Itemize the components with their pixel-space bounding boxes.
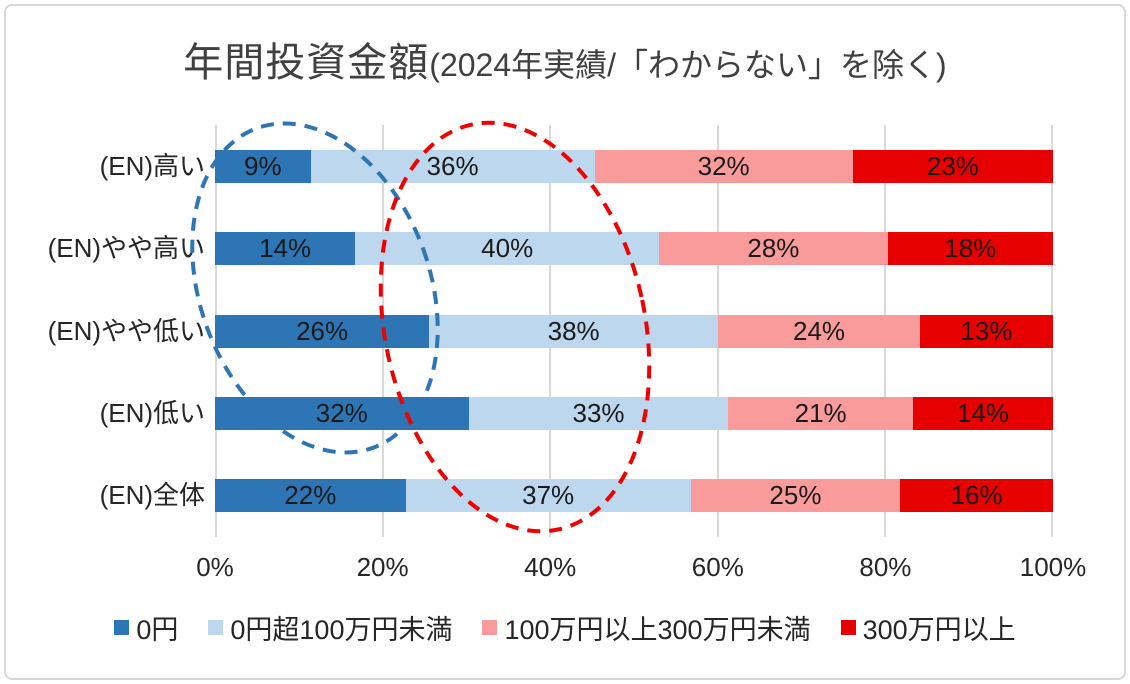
bar-value-label: 26% — [296, 315, 349, 346]
bar-value-label: 37% — [522, 480, 575, 511]
bar-value-label: 18% — [944, 233, 997, 264]
legend-item: 300万円以上 — [840, 608, 1016, 647]
x-tick-label: 40% — [524, 552, 577, 582]
bar-segment: 33% — [468, 396, 729, 430]
legend-swatch-icon — [840, 620, 856, 635]
bar-value-label: 14% — [259, 233, 312, 264]
x-tick-label: 20% — [356, 552, 409, 582]
bar-segment: 37% — [405, 479, 691, 513]
legend-swatch-icon — [114, 620, 130, 635]
category-label: (EN)全体 — [99, 480, 205, 511]
bar-segment: 40% — [355, 232, 660, 266]
bar-value-label: 23% — [926, 150, 979, 181]
bar-value-label: 21% — [794, 397, 847, 428]
bar-value-label: 24% — [793, 315, 846, 346]
bar-segment: 36% — [310, 149, 595, 183]
bar-row: 14% 40% 28% 18% — [215, 232, 1053, 266]
x-tick-label: 60% — [691, 552, 744, 582]
bar-row: 32% 33% 21% 14% — [215, 396, 1054, 430]
legend: 0円 0円超100万円未満 100万円以上300万円未満 300万円以上 — [0, 608, 1130, 647]
bar-value-label: 33% — [572, 397, 625, 428]
legend-label: 0円超100万円未満 — [230, 615, 453, 645]
bar-value-label: 9% — [243, 150, 282, 181]
bar-value-label: 13% — [960, 315, 1013, 346]
bar-segment: 23% — [852, 149, 1053, 183]
bar-value-label: 38% — [547, 315, 600, 346]
bar-value-label: 40% — [481, 233, 534, 264]
bar-value-label: 14% — [956, 397, 1009, 428]
bar-segment: 16% — [900, 479, 1053, 513]
bar-value-label: 32% — [697, 150, 750, 181]
bar-value-label: 28% — [747, 233, 800, 264]
bar-row: 9% 36% 32% 23% — [215, 149, 1053, 183]
legend-item: 0円超100万円未満 — [208, 608, 452, 647]
legend-item: 100万円以上300万円未満 — [482, 608, 811, 647]
bar-segment: 14% — [912, 396, 1054, 430]
legend-label: 300万円以上 — [862, 615, 1016, 645]
bar-segment: 28% — [659, 232, 888, 266]
bar-segment: 14% — [215, 232, 356, 266]
category-label: (EN)高い — [99, 150, 205, 181]
plot-area: 9% 36% 32% 23% 14% 40% 28% 18% 26% 38% 24% 13% 32% 33… — [215, 125, 1054, 537]
y-axis-category-labels: (EN)高い (EN)やや高い (EN)やや低い (EN)低い (EN)全体 — [0, 125, 205, 537]
legend-swatch-icon — [482, 620, 498, 635]
chart-title: 年間投資金額(2024年実績/「わからない」を除く) — [0, 30, 1130, 88]
legend-label: 0円 — [136, 615, 179, 645]
bar-segment: 22% — [215, 479, 406, 513]
bar-value-label: 16% — [950, 480, 1003, 511]
category-label: (EN)やや高い — [47, 233, 205, 264]
bar-segment: 21% — [728, 396, 913, 430]
legend-item: 0円 — [114, 608, 178, 647]
legend-label: 100万円以上300万円未満 — [504, 615, 811, 645]
bar-segment: 24% — [718, 314, 920, 348]
bar-value-label: 25% — [769, 480, 822, 511]
bar-segment: 9% — [215, 149, 311, 183]
bar-segment: 38% — [429, 314, 719, 348]
bar-row: 22% 37% 25% 16% — [215, 479, 1053, 513]
bar-segment: 25% — [690, 479, 901, 513]
bar-segment: 32% — [215, 396, 469, 430]
category-label: (EN)やや低い — [47, 315, 205, 346]
bar-segment: 32% — [594, 149, 853, 183]
bar-value-label: 36% — [426, 150, 479, 181]
bar-segment: 26% — [215, 314, 430, 348]
x-tick-label: 80% — [859, 552, 912, 582]
bar-segment: 18% — [887, 232, 1053, 266]
x-tick-label: 0% — [196, 552, 234, 582]
bar-value-label: 32% — [315, 397, 368, 428]
bar-row: 26% 38% 24% 13% — [215, 314, 1053, 348]
x-axis-tick-labels: 0% 20% 40% 60% 80% 100% — [196, 552, 1086, 586]
chart-title-sub: (2024年実績/「わからない」を除く) — [429, 47, 947, 83]
chart-title-main: 年間投資金額 — [183, 41, 430, 85]
legend-swatch-icon — [208, 620, 224, 635]
x-tick-label: 100% — [1019, 552, 1087, 582]
bar-value-label: 22% — [284, 480, 337, 511]
category-label: (EN)低い — [99, 397, 205, 428]
bar-segment: 13% — [919, 314, 1053, 348]
